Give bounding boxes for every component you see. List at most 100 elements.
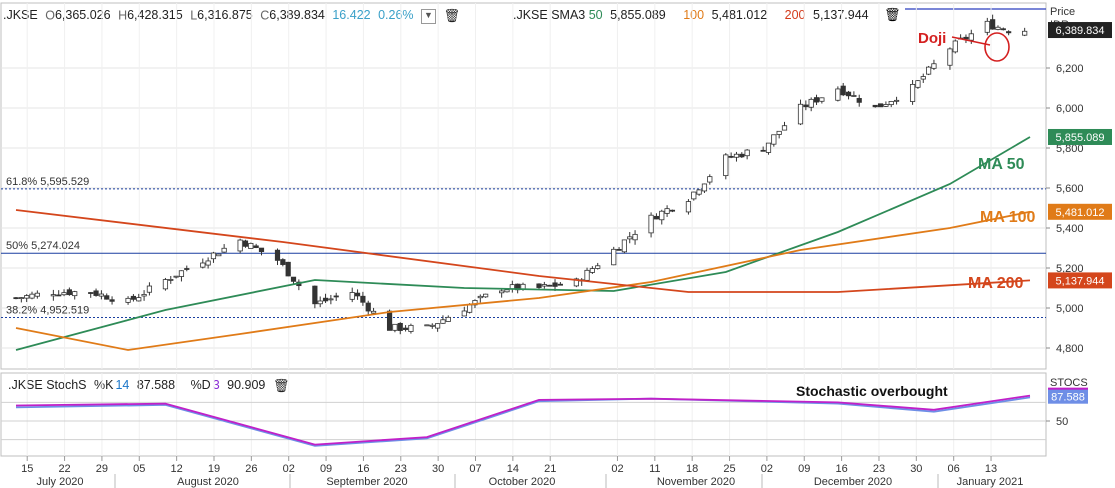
x-tick-label: 18	[686, 463, 698, 475]
x-tick-label: 15	[21, 463, 33, 475]
candle-body	[541, 284, 547, 287]
sma-trash-icon[interactable]: 🗑	[884, 7, 901, 22]
candle-body	[173, 275, 179, 278]
sma-header: .JKSE SMA3 50 5,855.089 100 5,481.012 20…	[513, 8, 873, 22]
candle-body	[856, 98, 862, 103]
candle-body	[210, 252, 217, 260]
x-tick-label: 09	[798, 463, 810, 475]
dropdown-chevron-icon[interactable]: ▼	[421, 8, 437, 24]
candle-body	[24, 295, 30, 299]
month-label: August 2020	[177, 476, 239, 488]
candle-body	[851, 95, 857, 97]
candle-body	[333, 295, 339, 298]
candle-body	[990, 19, 996, 30]
candle-body	[728, 155, 734, 158]
candle-body	[104, 295, 110, 300]
candle-body	[408, 324, 414, 332]
stoch-annotation: Stochastic overbought	[796, 383, 948, 399]
ma100-badge-text: 5,481.012	[1056, 207, 1105, 219]
stoch-trash-icon[interactable]: 🗑	[272, 378, 290, 393]
candle-body	[547, 284, 553, 287]
candle-body	[483, 293, 489, 298]
ma-50-line	[15, 136, 1031, 351]
candle-body	[1022, 30, 1028, 36]
candle-body	[440, 319, 446, 324]
candle-body	[803, 104, 809, 108]
candle-body	[627, 236, 633, 240]
trash-icon[interactable]: 🗑	[443, 8, 461, 23]
candle-body	[696, 189, 702, 195]
symbol-label: .JKSE	[3, 8, 38, 23]
x-tick-label: 30	[432, 463, 444, 475]
month-label: January 2021	[957, 476, 1024, 488]
candle-body	[56, 294, 62, 297]
candle-body	[274, 249, 281, 261]
x-tick-label: 19	[208, 463, 220, 475]
month-label: December 2020	[814, 476, 892, 488]
candle-body	[952, 40, 958, 53]
x-tick-label: 23	[873, 463, 885, 475]
candle-body	[290, 276, 297, 282]
candle-body	[995, 26, 1001, 30]
sma200-label: 200	[784, 8, 806, 22]
k-period: 14	[115, 378, 130, 393]
low-value: 6,316.875	[197, 8, 253, 23]
candle-body	[611, 248, 617, 266]
month-label: September 2020	[326, 476, 407, 488]
candle-body	[397, 322, 403, 331]
candle-body	[205, 260, 211, 266]
candle-body	[248, 242, 254, 249]
candle-body	[178, 270, 185, 277]
candle-body	[467, 304, 473, 313]
candle-body	[659, 210, 665, 221]
price-tick-label: 5,800	[1056, 143, 1084, 155]
sma50-label: 50	[588, 8, 603, 22]
month-label: July 2020	[36, 476, 83, 488]
x-tick-label: 13	[985, 463, 997, 475]
candle-body	[760, 149, 766, 152]
candle-body	[280, 259, 286, 265]
candle-body	[1006, 31, 1012, 34]
high-label: H	[118, 8, 128, 23]
candle-body	[322, 297, 329, 302]
candle-body	[781, 125, 788, 131]
price-tick-label: 5,000	[1056, 303, 1084, 315]
sma100-label: 100	[683, 8, 705, 22]
d-period: 3	[212, 378, 220, 393]
stoch-k-line	[15, 396, 1031, 447]
last-price-badge	[1048, 22, 1112, 39]
candle-body	[349, 292, 355, 300]
doji-annotation: Doji	[918, 30, 946, 47]
candle-body	[445, 316, 451, 322]
candle-body	[312, 285, 318, 305]
price-header: .JKSE O6,365.026 H6,428.315 L6,316.875 C…	[3, 8, 464, 24]
x-tick-label: 25	[723, 463, 735, 475]
candle-body	[130, 295, 137, 300]
candle-body	[515, 283, 521, 291]
candle-body	[520, 283, 526, 290]
candle-body	[435, 323, 441, 329]
candle-body	[93, 290, 99, 296]
candle-body	[845, 91, 852, 97]
candle-body	[184, 268, 190, 270]
x-tick-label: 29	[96, 463, 108, 475]
candle-body	[13, 297, 19, 300]
candle-body	[552, 282, 558, 287]
candle-body	[947, 48, 953, 66]
candle-body	[739, 153, 745, 158]
x-tick-label: 05	[133, 463, 145, 475]
candle-body	[915, 80, 921, 88]
candle-body	[963, 36, 969, 40]
candle-body	[888, 101, 894, 106]
fib-level-label: 61.8% 5,595.529	[6, 176, 89, 188]
candle-body	[317, 300, 323, 305]
x-tick-label: 21	[544, 463, 556, 475]
candle-body	[909, 84, 916, 102]
candle-body	[88, 292, 94, 294]
candle-body	[958, 37, 964, 40]
candle-body	[253, 245, 259, 248]
candle-body	[536, 283, 542, 288]
candle-body	[984, 20, 990, 33]
d-value: 90.909	[227, 378, 266, 393]
